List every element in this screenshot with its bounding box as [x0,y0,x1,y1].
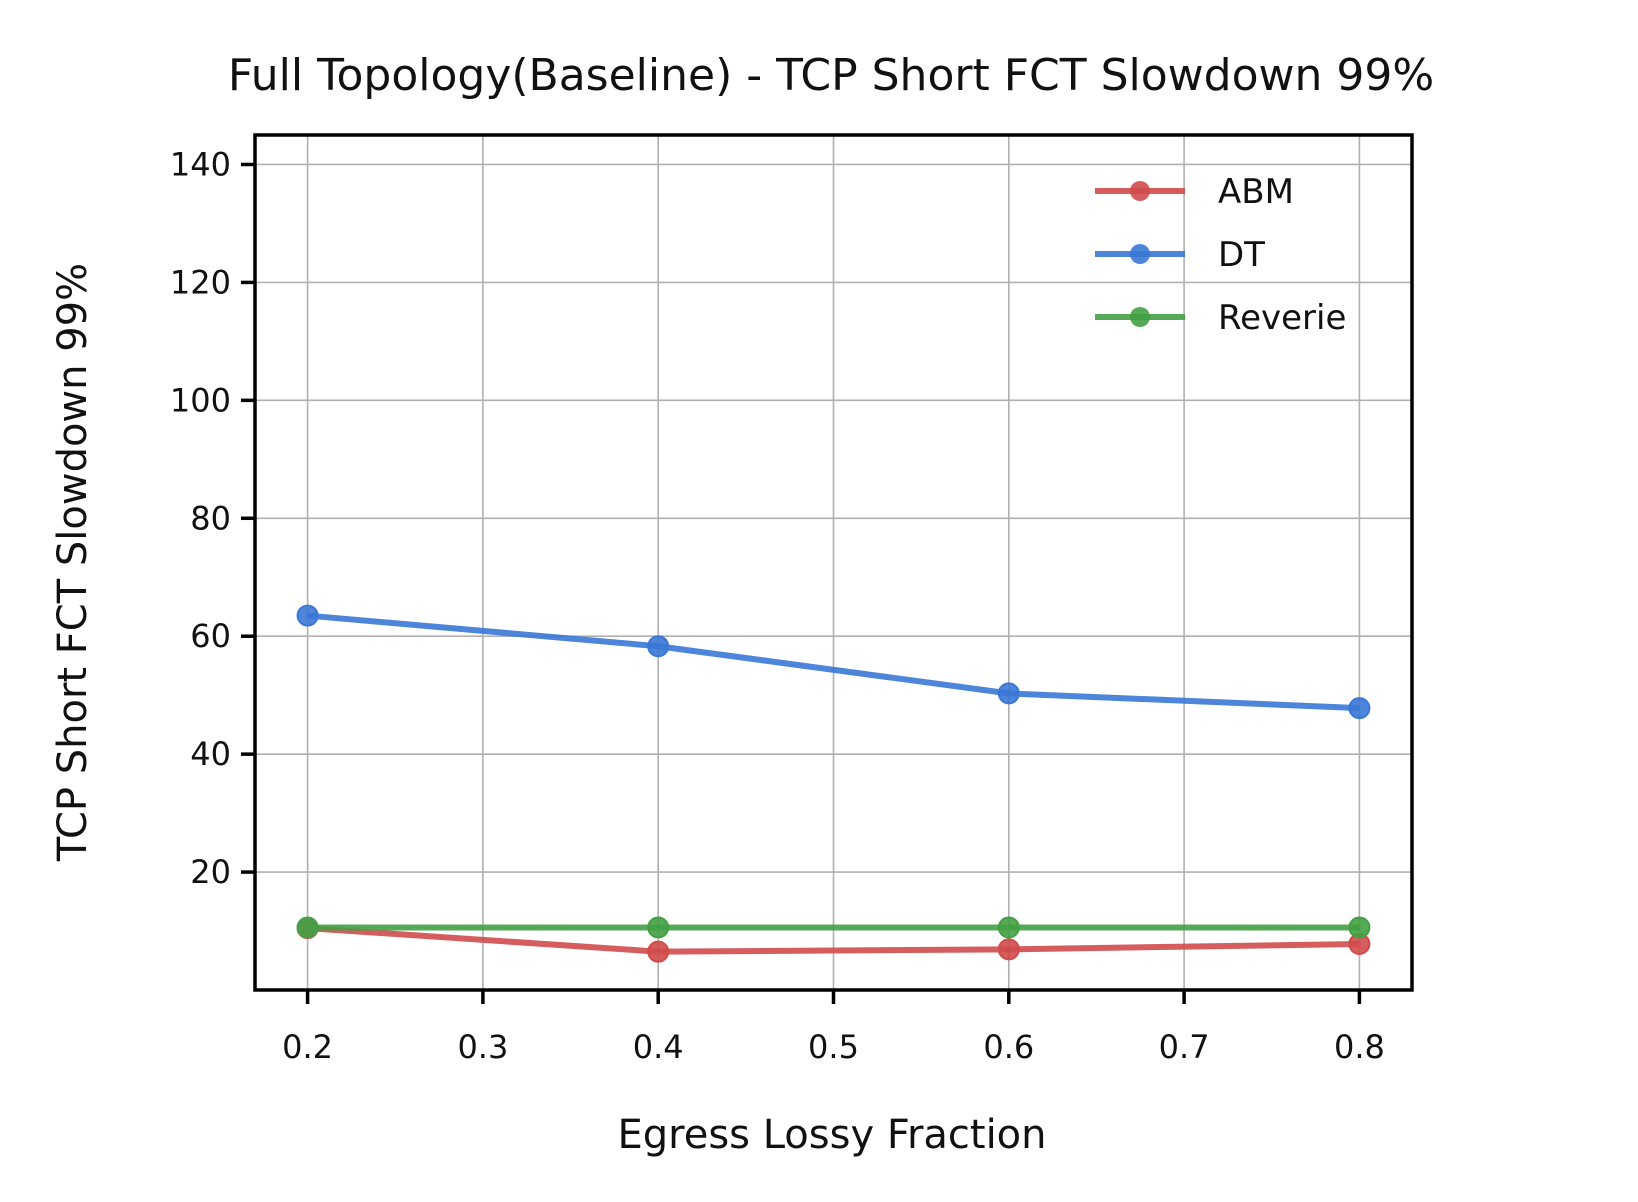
legend-marker-dt [1130,244,1150,264]
x-tick-label: 0.5 [808,1028,859,1066]
data-point-dt [997,682,1020,705]
legend-entry-reverie: Reverie [1095,298,1346,338]
legend-label-abm: ABM [1218,172,1294,212]
legend-marker-reverie [1130,307,1150,327]
y-tick-label: 60 [190,617,231,655]
x-tick-label: 0.2 [282,1028,333,1066]
chart-title: Full Topology(Baseline) - TCP Short FCT … [228,50,1434,101]
x-axis-label: Egress Lossy Fraction [617,1112,1046,1158]
series-dt [296,604,1371,720]
data-point-dt [296,604,319,627]
grid [255,135,1412,990]
data-point-abm [997,938,1020,961]
x-tick-label: 0.6 [983,1028,1034,1066]
y-tick-label: 80 [190,499,231,537]
y-tick-label: 40 [190,735,231,773]
series-lines [296,604,1371,963]
legend-entry-dt: DT [1095,235,1265,275]
y-tick-label: 100 [170,381,231,419]
data-point-reverie [997,916,1020,939]
y-tick-label: 140 [170,145,231,183]
legend-entry-abm: ABM [1095,172,1294,212]
data-point-reverie [647,916,670,939]
y-tick-label: 20 [190,853,231,891]
data-point-abm [647,940,670,963]
legend-marker-abm [1130,181,1150,201]
x-tick-label: 0.8 [1334,1028,1385,1066]
y-axis-label: TCP Short FCT Slowdown 99% [50,263,96,862]
y-tick-label: 120 [170,263,231,301]
legend-label-reverie: Reverie [1218,298,1346,338]
series-line-abm [307,925,1360,955]
x-tick-label: 0.3 [457,1028,508,1066]
data-point-reverie [296,916,319,939]
data-point-reverie [1348,916,1371,939]
legend-label-dt: DT [1218,235,1265,275]
data-point-dt [647,635,670,658]
series-reverie [296,916,1371,939]
series-line-dt [307,612,1360,712]
data-point-dt [1348,697,1371,720]
x-tick-label: 0.4 [633,1028,684,1066]
axis-ticks: 0.2 0.3 0.4 0.5 0.6 0.7 0.8 20 40 60 80 100 120 140 [170,145,1385,1066]
legend: ABM DT Reverie [1095,172,1346,338]
x-tick-label: 0.7 [1159,1028,1210,1066]
